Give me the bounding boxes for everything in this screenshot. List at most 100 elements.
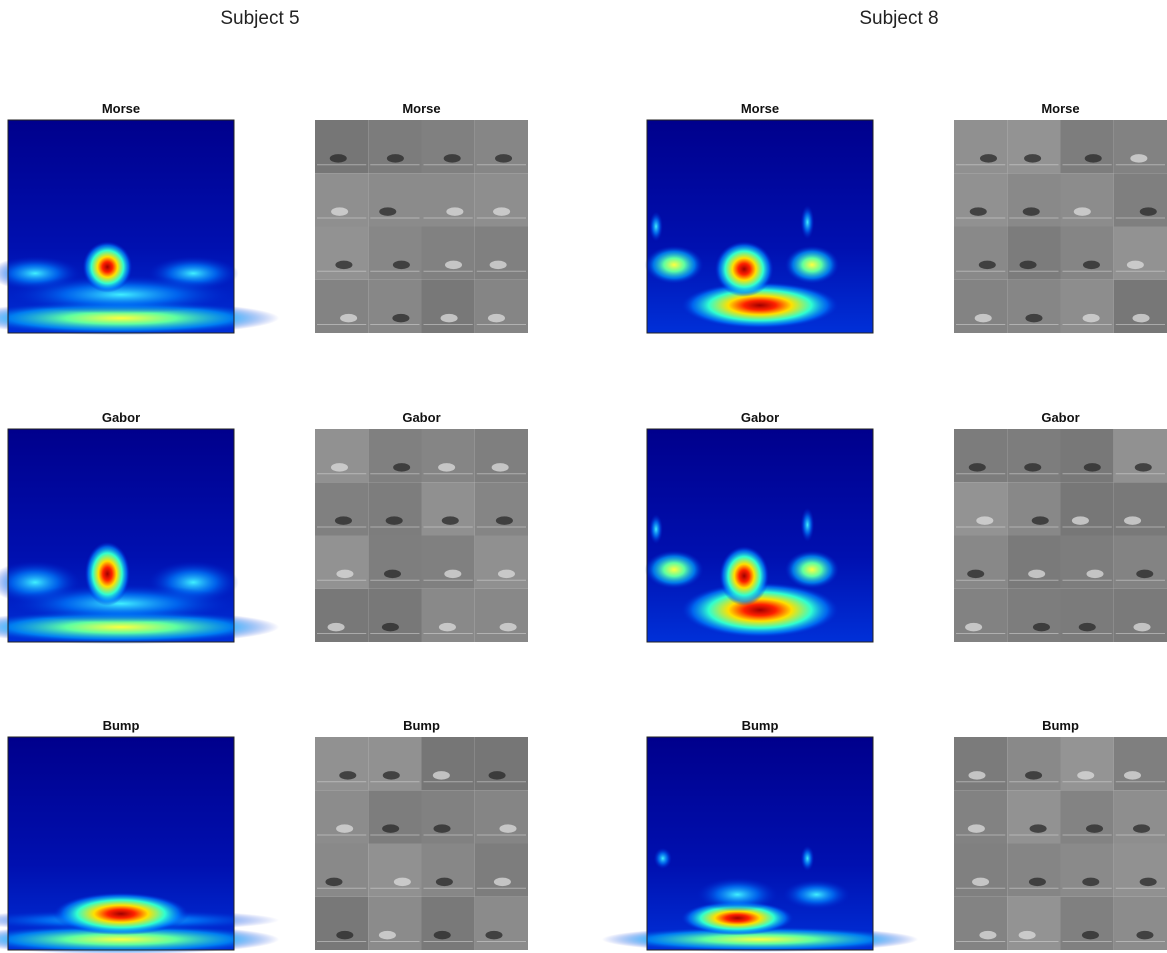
filter-feature bbox=[1032, 516, 1049, 525]
filter-tile bbox=[954, 280, 1007, 333]
filter-feature bbox=[489, 771, 506, 780]
filter-feature bbox=[392, 314, 409, 323]
filter-tile bbox=[1114, 737, 1167, 790]
filter-tile bbox=[368, 227, 421, 280]
filter-tile bbox=[1114, 227, 1167, 280]
filter-tile bbox=[475, 429, 528, 482]
filter-tile bbox=[315, 790, 368, 843]
filter-tile bbox=[1114, 120, 1167, 173]
filter-tile bbox=[1007, 844, 1060, 897]
filter-feature bbox=[967, 570, 984, 579]
filter-feature bbox=[970, 207, 987, 216]
filter-tile bbox=[1007, 589, 1060, 642]
filter-tile bbox=[1007, 737, 1060, 790]
panel-title: Bump bbox=[403, 718, 440, 733]
filter-feature bbox=[1082, 931, 1099, 940]
filter-feature bbox=[330, 154, 347, 163]
energy-blob bbox=[649, 212, 663, 242]
energy-blob bbox=[83, 241, 133, 292]
energy-blob bbox=[783, 880, 851, 910]
filter-feature bbox=[1082, 878, 1099, 887]
filter-feature bbox=[1072, 516, 1089, 525]
filter-tile bbox=[954, 536, 1007, 589]
filter-tile bbox=[475, 120, 528, 173]
filter-feature bbox=[1130, 154, 1147, 163]
filter-feature bbox=[1019, 931, 1036, 940]
figure: Subject 5MorseMorseGaborGaborBumpBumpSub… bbox=[0, 0, 1167, 953]
filter-feature bbox=[444, 570, 461, 579]
filter-tile bbox=[1061, 844, 1114, 897]
filter-tile bbox=[954, 897, 1007, 950]
filter-grid bbox=[315, 429, 528, 642]
filter-tile bbox=[1061, 536, 1114, 589]
filter-feature bbox=[485, 931, 502, 940]
filter-feature bbox=[968, 824, 985, 833]
filter-feature bbox=[441, 314, 458, 323]
scalogram bbox=[602, 737, 918, 952]
filter-feature bbox=[1086, 570, 1103, 579]
filter-feature bbox=[1025, 314, 1042, 323]
filter-tile bbox=[1114, 589, 1167, 642]
panel-title: Gabor bbox=[1041, 410, 1079, 425]
filter-feature bbox=[328, 623, 345, 632]
filter-feature bbox=[446, 207, 463, 216]
filter-tile bbox=[368, 844, 421, 897]
panel-title: Gabor bbox=[402, 410, 440, 425]
filter-tile bbox=[1114, 429, 1167, 482]
filter-feature bbox=[442, 516, 459, 525]
filter-tile bbox=[315, 844, 368, 897]
filter-feature bbox=[1136, 931, 1153, 940]
filter-feature bbox=[968, 771, 985, 780]
filter-feature bbox=[336, 570, 353, 579]
filter-tile bbox=[368, 482, 421, 535]
filter-tile bbox=[1007, 536, 1060, 589]
filter-feature bbox=[335, 261, 352, 270]
filter-feature bbox=[969, 463, 986, 472]
energy-blob bbox=[715, 241, 774, 296]
filter-tile bbox=[1061, 737, 1114, 790]
filter-tile bbox=[1114, 844, 1167, 897]
filter-feature bbox=[1024, 463, 1041, 472]
filter-tile bbox=[422, 429, 475, 482]
filter-grid bbox=[954, 120, 1167, 333]
filter-feature bbox=[387, 154, 404, 163]
filter-tile bbox=[1061, 120, 1114, 173]
filter-feature bbox=[379, 931, 396, 940]
filter-feature bbox=[433, 771, 450, 780]
filter-feature bbox=[438, 463, 455, 472]
filter-tile bbox=[1061, 173, 1114, 226]
filter-feature bbox=[490, 261, 507, 270]
filter-tile bbox=[422, 280, 475, 333]
filter-tile bbox=[1061, 280, 1114, 333]
filter-grid bbox=[954, 737, 1167, 950]
filter-tile bbox=[315, 737, 368, 790]
filter-feature bbox=[492, 463, 509, 472]
filter-tile bbox=[422, 790, 475, 843]
filter-feature bbox=[382, 623, 399, 632]
filter-tile bbox=[422, 173, 475, 226]
filter-tile bbox=[1007, 482, 1060, 535]
filter-feature bbox=[386, 516, 403, 525]
filter-tile bbox=[1061, 482, 1114, 535]
filter-feature bbox=[1023, 207, 1040, 216]
filter-tile bbox=[422, 120, 475, 173]
scalogram bbox=[0, 737, 279, 953]
filter-tile bbox=[315, 120, 368, 173]
filter-feature bbox=[1133, 824, 1150, 833]
filter-tile bbox=[422, 227, 475, 280]
panel-title: Gabor bbox=[741, 410, 779, 425]
filter-tile bbox=[954, 844, 1007, 897]
energy-blob bbox=[654, 848, 672, 869]
filter-feature bbox=[1086, 824, 1103, 833]
filter-tile bbox=[368, 429, 421, 482]
scalogram bbox=[645, 120, 873, 333]
filter-feature bbox=[1083, 314, 1100, 323]
panel-title: Morse bbox=[1041, 101, 1079, 116]
filter-feature bbox=[379, 207, 396, 216]
filter-feature bbox=[1074, 207, 1091, 216]
filter-tile bbox=[368, 589, 421, 642]
filter-tile bbox=[315, 482, 368, 535]
filter-tile bbox=[1061, 227, 1114, 280]
filter-tile bbox=[954, 120, 1007, 173]
filter-feature bbox=[499, 824, 516, 833]
